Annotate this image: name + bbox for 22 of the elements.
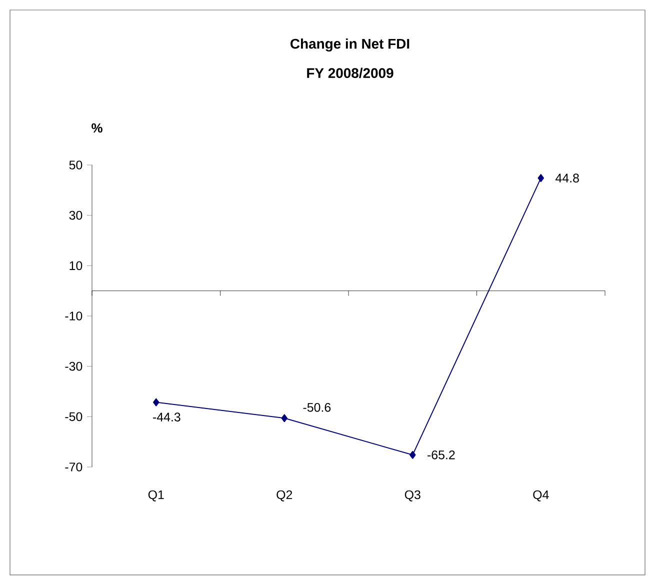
x-tick-label: Q4	[533, 490, 549, 502]
point	[281, 414, 288, 422]
point	[153, 398, 160, 406]
data-label: -65.2	[428, 450, 455, 460]
y-axis-title: %	[92, 123, 102, 133]
x-tick-label: Q2	[276, 490, 292, 502]
y-tick-label: 50	[69, 160, 82, 170]
chart-title: Change in Net FDI	[290, 38, 410, 52]
x-tick-label: Q3	[404, 490, 420, 502]
data-label: 44.8	[556, 174, 579, 182]
y-tick-label: -50	[65, 412, 82, 422]
y-tick-label: -70	[65, 462, 82, 472]
y-tick-label: -10	[65, 312, 82, 320]
data-label: -44.3	[153, 412, 180, 422]
data-label: -50.6	[303, 403, 331, 412]
x-tick-label: Q1	[148, 490, 164, 502]
point	[538, 174, 544, 182]
point	[410, 450, 416, 459]
y-tick-label: 10	[70, 261, 82, 270]
y-tick-label: -30	[65, 362, 82, 371]
y-tick-label: 30	[69, 210, 82, 220]
chart-subtitle: FY 2008/2009	[307, 68, 394, 78]
